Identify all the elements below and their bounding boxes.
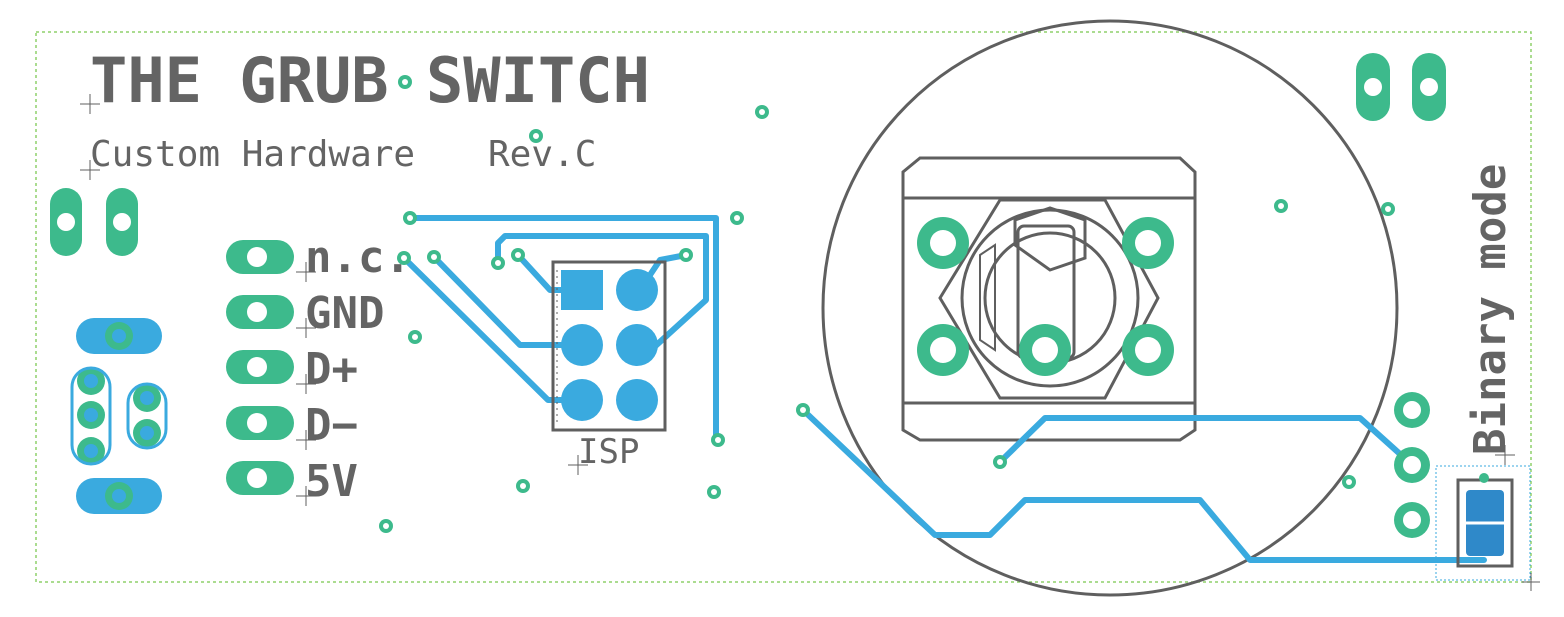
smd-solder-jumper (1435, 465, 1531, 581)
via (491, 256, 505, 270)
switch-pads (917, 217, 1174, 376)
via (427, 250, 441, 264)
via (511, 248, 525, 262)
copper-traces (401, 215, 1487, 563)
mount-pads-left (50, 188, 138, 256)
isp-pin1-square-pad (561, 270, 603, 310)
via (755, 105, 769, 119)
vias (379, 75, 1395, 533)
pin-label-nc: n.c. (305, 232, 411, 283)
pin-header-pads (226, 240, 294, 495)
switch-outline-circle (821, 19, 1399, 597)
pin-label-gnd: GND (305, 288, 384, 339)
mode-jumper-pads (1394, 392, 1430, 538)
via (796, 403, 810, 417)
usb-connector-pads (70, 318, 168, 514)
board-outline (35, 31, 1532, 583)
alignment-crosshairs (80, 94, 1540, 591)
pin-label-5v: 5V (305, 456, 358, 507)
isp-header-footprint (551, 260, 667, 432)
via (403, 211, 417, 225)
via (379, 519, 393, 533)
board-subtitle: Custom Hardware (90, 134, 415, 175)
via (1381, 202, 1395, 216)
via (1274, 199, 1288, 213)
via (679, 248, 693, 262)
via (711, 433, 725, 447)
via (1342, 475, 1356, 489)
isp-label: ISP (578, 432, 639, 472)
via (408, 330, 422, 344)
pin-label-dminus: D− (305, 400, 358, 451)
board-title: THE GRUB SWITCH (90, 44, 650, 117)
via (397, 251, 411, 265)
mount-pads-right (1356, 53, 1446, 121)
binary-mode-label: Binary mode (1465, 164, 1516, 455)
via (398, 75, 412, 89)
via (529, 129, 543, 143)
via (707, 485, 721, 499)
board-revision: Rev.C (488, 134, 596, 175)
toggle-switch-footprint (901, 156, 1197, 442)
pin-label-dplus: D+ (305, 344, 358, 395)
via (516, 479, 530, 493)
via (993, 455, 1007, 469)
via (730, 211, 744, 225)
